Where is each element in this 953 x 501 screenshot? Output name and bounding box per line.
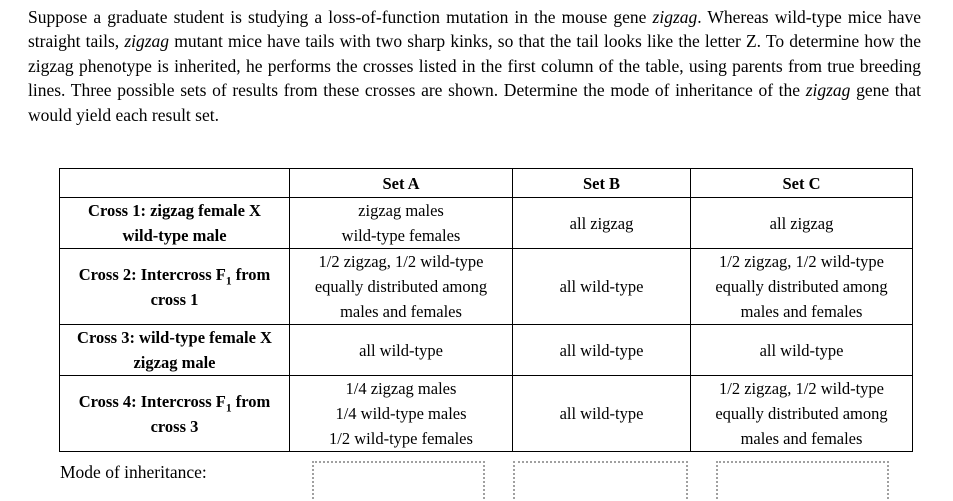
row-label-cross-4: Cross 4: Intercross F1 from cross 3 [59,375,290,452]
problem-line-5: would yield each result set. [28,103,921,127]
problem-text: . Whereas wild-type mice have [697,7,921,27]
table-header-row: Set A Set B Set C [59,168,913,198]
table-row: Cross 2: Intercross F1 from cross 1 1/2 … [59,248,913,325]
gene-name-italic: zigzag [652,7,698,27]
cell-cross-1-set-c: all zigzag [690,197,913,249]
problem-line-4: lines. Three possible sets of results fr… [28,78,921,102]
cell-cross-4-set-b: all wild-type [512,375,691,452]
f1-subscript: 1 [225,274,232,287]
table-row: Cross 1: zigzag female X wild-type male … [59,197,913,249]
row-label-cross-3: Cross 3: wild-type female X zigzag male [59,324,290,376]
cross-label-text: Cross 3: wild-type female X zigzag male [77,328,272,372]
problem-text: straight tails, [28,31,125,52]
column-header-set-b: Set B [512,168,691,198]
cross-label-text: from cross 1 [150,264,271,309]
mode-of-inheritance-label: Mode of inheritance: [60,462,207,482]
mode-of-inheritance-input-set-a[interactable] [312,461,485,501]
column-header-crosses [59,168,290,198]
problem-text: would yield each result set. [28,104,219,125]
problem-line-2: straight tails, zigzag mutant mice have … [28,29,921,53]
results-table: Set A Set B Set C Cross 1: zigzag female… [59,168,913,452]
problem-statement: Suppose a graduate student is studying a… [28,5,921,127]
table-row: Cross 4: Intercross F1 from cross 3 1/4 … [59,375,913,452]
cell-cross-1-set-a: zigzag males wild-type females [289,197,513,249]
f1-subscript: 1 [225,401,232,414]
problem-text: Suppose a graduate student is studying a… [28,7,653,27]
cell-cross-2-set-a: 1/2 zigzag, 1/2 wild-type equally distri… [289,248,513,325]
cell-cross-4-set-a: 1/4 zigzag males 1/4 wild-type males 1/2… [289,375,513,452]
gene-name-italic: zigzag [124,31,170,52]
problem-line-1: Suppose a graduate student is studying a… [28,5,921,29]
problem-text: gene that [850,80,921,101]
cell-cross-3-set-a: all wild-type [289,324,513,376]
cross-label-text: Cross 4: Intercross F [78,391,226,411]
cross-label-text: Cross 2: Intercross F [78,264,226,284]
problem-line-3: zigzag phenotype is inherited, he perfor… [28,54,921,78]
gene-name-italic: zigzag [805,80,851,101]
cell-cross-4-set-c: 1/2 zigzag, 1/2 wild-type equally distri… [690,375,913,452]
mode-of-inheritance-input-set-b[interactable] [513,461,688,501]
cross-label-text: Cross 1: zigzag female X wild-type male [88,201,261,245]
row-label-cross-2: Cross 2: Intercross F1 from cross 1 [59,248,290,325]
column-header-set-a: Set A [289,168,513,198]
cell-cross-2-set-c: 1/2 zigzag, 1/2 wild-type equally distri… [690,248,913,325]
problem-text: mutant mice have tails with two sharp ki… [169,31,921,52]
cell-cross-3-set-c: all wild-type [690,324,913,376]
problem-text: lines. Three possible sets of results fr… [28,80,806,101]
table-row: Cross 3: wild-type female X zigzag male … [59,324,913,376]
row-label-cross-1: Cross 1: zigzag female X wild-type male [59,197,290,249]
cell-cross-3-set-b: all wild-type [512,324,691,376]
cell-cross-2-set-b: all wild-type [512,248,691,325]
mode-of-inheritance-input-set-c[interactable] [716,461,889,501]
cross-label-text: from cross 3 [150,391,271,436]
problem-text: zigzag phenotype is inherited, he perfor… [28,55,921,76]
column-header-set-c: Set C [690,168,913,198]
cell-cross-1-set-b: all zigzag [512,197,691,249]
